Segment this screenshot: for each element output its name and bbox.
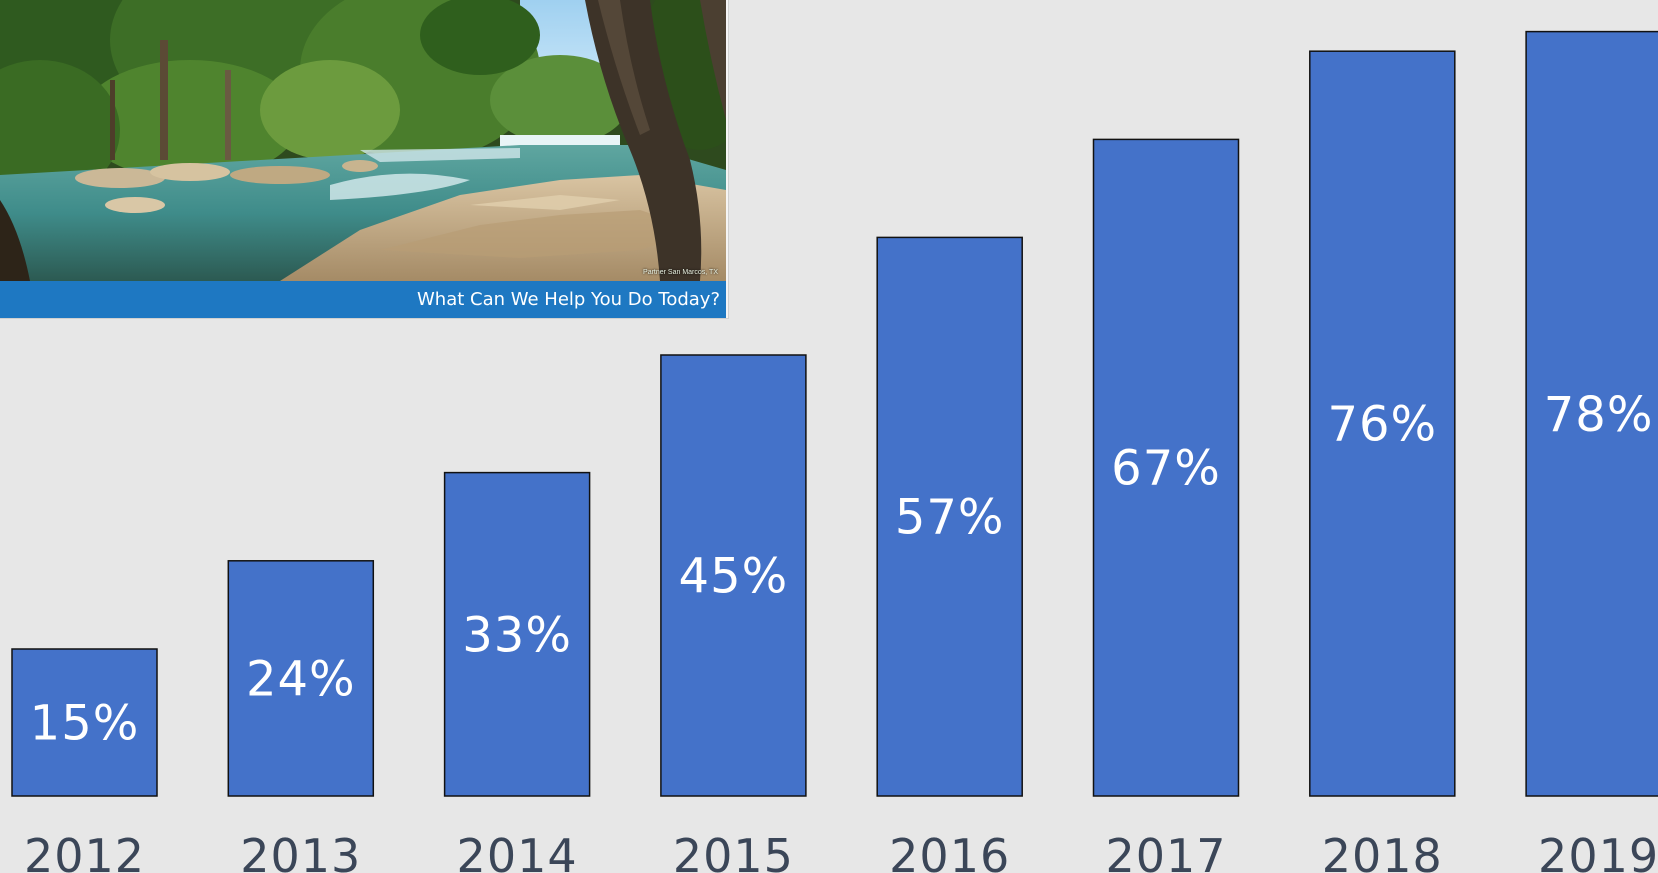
bar-2015	[660, 354, 807, 797]
bar-2019	[1525, 30, 1658, 797]
bar-2017	[1092, 138, 1240, 797]
data-label-2015: 45%	[679, 549, 789, 605]
data-label-2019: 78%	[1544, 387, 1654, 443]
bar-2018	[1309, 50, 1456, 797]
river-photo	[0, 0, 726, 281]
bar-2013	[227, 560, 375, 797]
x-tick-label-2015: 2015	[673, 829, 794, 873]
x-tick-label-2018: 2018	[1322, 829, 1443, 873]
data-label-2018: 76%	[1327, 397, 1437, 453]
data-label-2016: 57%	[895, 490, 1005, 546]
data-label-2012: 15%	[30, 696, 140, 752]
x-tick-label-2017: 2017	[1105, 829, 1226, 873]
data-label-2013: 24%	[246, 651, 356, 707]
photo-credit: Partner San Marcos, TX	[643, 269, 718, 276]
bar-2014	[443, 471, 591, 797]
x-tick-label-2016: 2016	[889, 829, 1010, 873]
data-label-2014: 33%	[462, 607, 572, 663]
banner-text: What Can We Help You Do Today?	[417, 289, 720, 310]
x-tick-label-2012: 2012	[24, 829, 145, 873]
x-tick-label-2013: 2013	[240, 829, 361, 873]
bar-2016	[876, 236, 1023, 797]
website-screenshot: Partner San Marcos, TX What Can We Help …	[0, 0, 728, 318]
x-tick-label-2014: 2014	[457, 829, 578, 873]
tagline-banner[interactable]: What Can We Help You Do Today?	[0, 281, 726, 318]
x-tick-label-2019: 2019	[1538, 829, 1658, 873]
bar-2012	[11, 648, 158, 797]
data-label-2017: 67%	[1111, 441, 1221, 497]
